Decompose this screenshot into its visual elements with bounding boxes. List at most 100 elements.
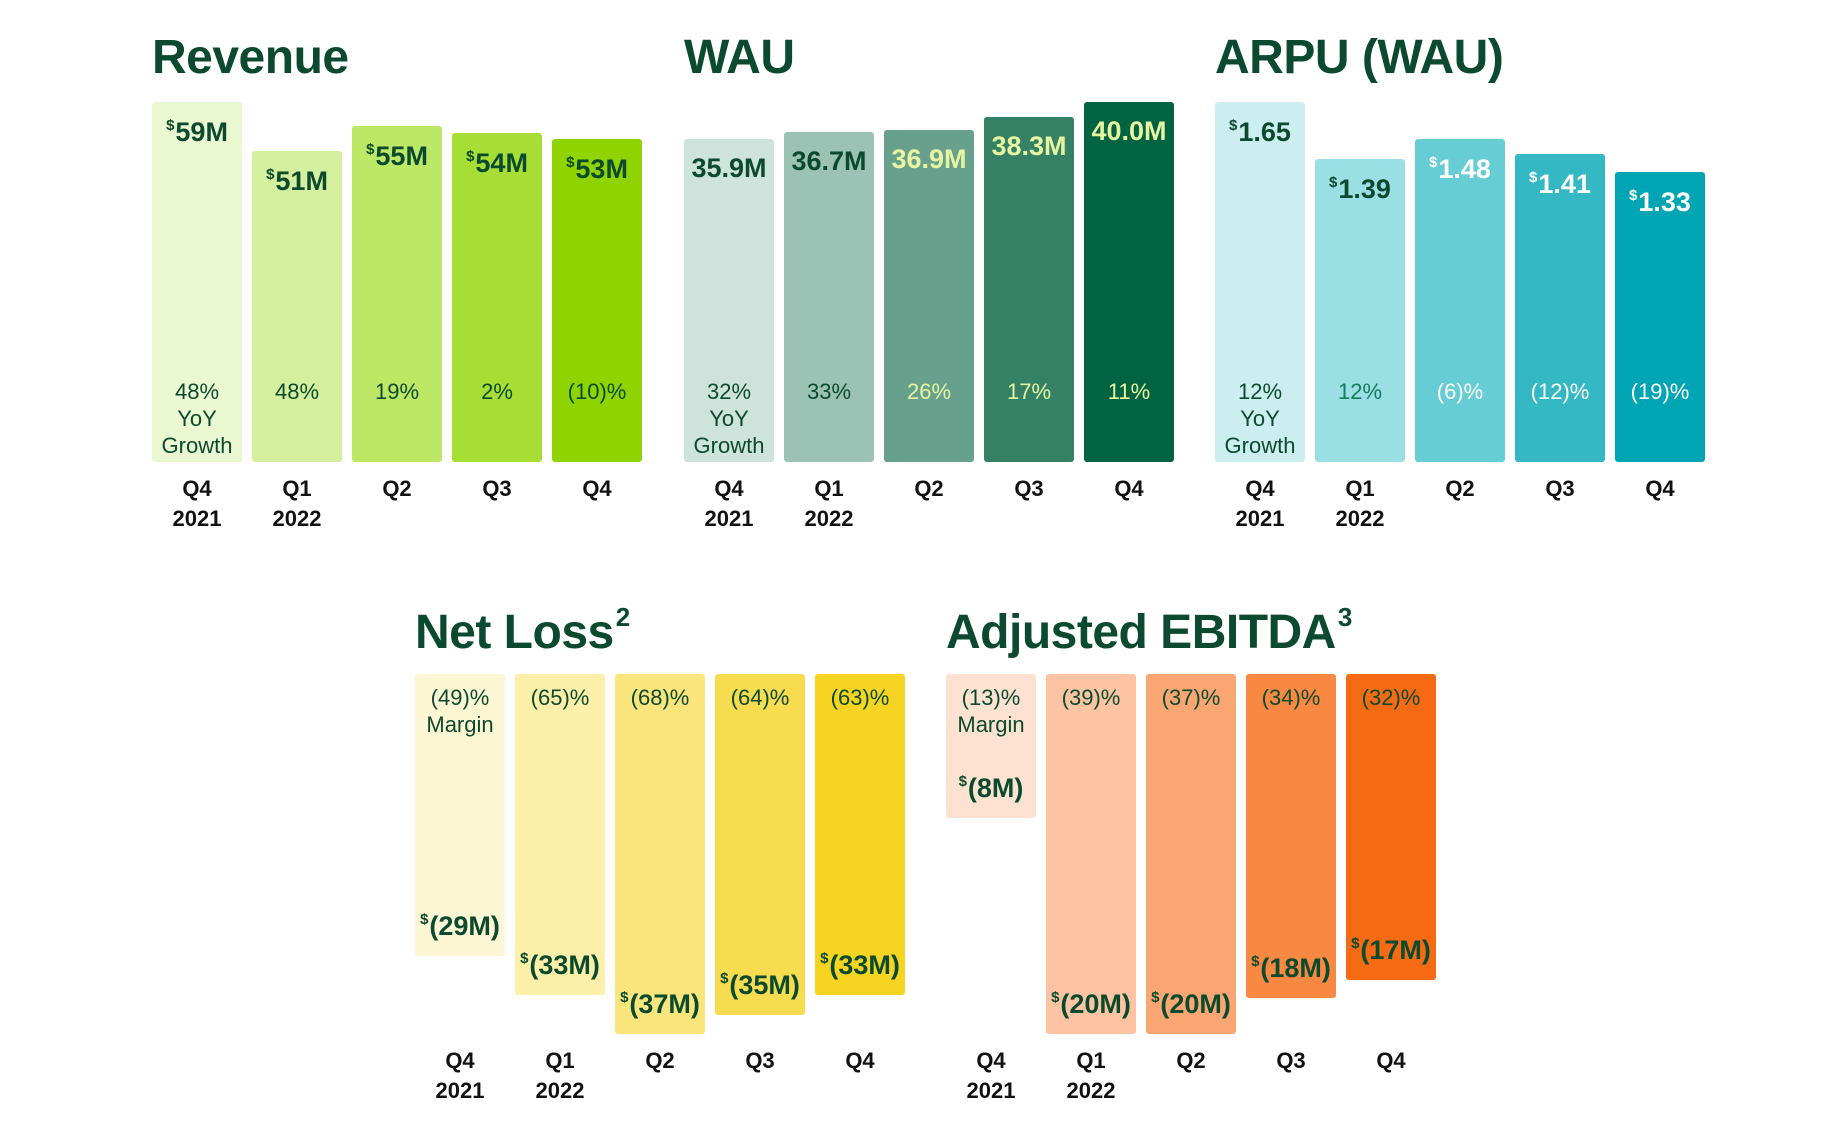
revenue-currency-symbol: $ [166,117,175,134]
wau-tick-label: Q4 2021 [684,474,774,534]
revenue-value-text: 54M [475,148,528,178]
arpu-percent-text: 12% [1337,379,1383,404]
ebitda-tick-label: Q4 [1346,1046,1436,1076]
arpu-tick-line: Q2 [1445,476,1475,501]
netloss-tick-line: Q1 [545,1048,575,1073]
ebitda-value-text: (8M) [967,773,1024,803]
wau-value-label: 35.9M [684,155,774,182]
wau-bar: 36.9M 26% [884,130,974,462]
netloss-bar: $(33M) (63)% [815,674,905,995]
revenue-bar: $59M 48% YoY Growth [152,102,242,462]
revenue-currency-symbol: $ [266,166,275,183]
revenue-percent-sublabel: YoY [177,406,217,431]
arpu-percent-text: (6)% [1436,379,1484,404]
netloss-percent-label: (64)% [715,684,805,711]
ebitda-value-text: (17M) [1360,935,1431,965]
revenue-currency-symbol: $ [566,154,575,171]
netloss-percent-sublabel: Margin [426,712,494,737]
adjusted-ebitda-footnote-marker: 3 [1337,602,1352,632]
revenue-percent-sublabel: Growth [161,433,233,458]
arpu-tick-line: Q4 [1645,476,1675,501]
arpu-percent-text: (19)% [1630,379,1690,404]
revenue-bar: $55M 19% [352,126,442,462]
netloss-tick-line: Q3 [745,1048,775,1073]
revenue-chart-area: $59M 48% YoY Growth Q4 2021 $51M 48% Q1 2022 $55M 1… [152,102,652,542]
arpu-chart-area: $1.65 12% YoY Growth Q4 2021 $1.39 12% Q1 2022 $1.… [1215,102,1715,542]
arpu-tick-label: Q4 2021 [1215,474,1305,534]
wau-value-text: 36.7M [791,146,867,176]
netloss-value-label: $(37M) [615,990,705,1018]
wau-chart-area: 35.9M 32% YoY Growth Q4 2021 36.7M 33% Q1 2022 36.… [684,102,1184,542]
ebitda-bar: $(20M) (39)% [1046,674,1136,1034]
revenue-tick-line: 2021 [172,506,222,531]
netloss-value-label: $(33M) [815,951,905,979]
wau-value-label: 36.7M [784,148,874,175]
ebitda-tick-line: Q4 [1376,1048,1406,1073]
net-loss-footnote-marker: 2 [615,602,630,632]
arpu-value-text: 1.39 [1338,174,1391,204]
revenue-percent-text: 2% [481,379,513,404]
ebitda-tick-label: Q3 [1246,1046,1336,1076]
revenue-percent-label: 48% YoY Growth [152,378,242,459]
revenue-tick-label: Q3 [452,474,542,504]
revenue-tick-line: Q4 [582,476,612,501]
ebitda-percent-label: (37)% [1146,684,1236,711]
ebitda-percent-text: (39)% [1061,685,1121,710]
revenue-percent-label: 48% [252,378,342,405]
netloss-value-label: $(33M) [515,951,605,979]
ebitda-percent-text: (13)% [961,685,1021,710]
wau-percent-label: 17% [984,378,1074,405]
revenue-percent-text: (10)% [567,379,627,404]
arpu-bar: $1.39 12% [1315,159,1405,462]
netloss-value-label: $(29M) [415,912,505,940]
ebitda-currency-symbol: $ [1151,989,1160,1006]
netloss-value-text: (37M) [629,989,700,1019]
wau-value-label: 40.0M [1084,118,1174,145]
net-loss-panel: Net Loss2 $(29M) (49)% Margin Q4 2021 $(33M)(… [415,602,915,1122]
netloss-currency-symbol: $ [620,989,629,1006]
netloss-bar: $(35M) (64)% [715,674,805,1015]
wau-value-text: 38.3M [991,131,1067,161]
ebitda-value-text: (20M) [1160,989,1231,1019]
revenue-tick-line: Q3 [482,476,512,501]
wau-percent-text: 11% [1107,379,1151,404]
wau-percent-sublabel: YoY [709,406,749,431]
wau-value-text: 35.9M [691,153,767,183]
wau-tick-label: Q3 [984,474,1074,504]
wau-percent-text: 33% [806,379,852,404]
arpu-title: ARPU (WAU) [1215,31,1504,84]
netloss-bar: $(37M) (68)% [615,674,705,1034]
netloss-currency-symbol: $ [520,950,529,967]
ebitda-bar: $(8M) (13)% Margin [946,674,1036,818]
ebitda-currency-symbol: $ [1051,989,1060,1006]
revenue-bar: $51M 48% [252,151,342,462]
revenue-panel: Revenue $59M 48% YoY Growth Q4 2021 $51M 48% Q1 2… [152,30,652,550]
ebitda-currency-symbol: $ [1251,953,1260,970]
arpu-tick-line: Q1 [1345,476,1375,501]
wau-tick-line: 2021 [704,506,754,531]
wau-bar: 35.9M 32% YoY Growth [684,139,774,462]
arpu-percent-text: (12)% [1530,379,1590,404]
revenue-value-label: $55M [352,142,442,170]
revenue-percent-label: 19% [352,378,442,405]
ebitda-value-label: $(17M) [1346,936,1436,964]
arpu-percent-label: (19)% [1615,378,1705,405]
revenue-tick-line: Q2 [382,476,412,501]
ebitda-value-text: (20M) [1060,989,1131,1019]
arpu-bar: $1.65 12% YoY Growth [1215,102,1305,462]
wau-tick-label: Q4 [1084,474,1174,504]
revenue-tick-line: 2022 [272,506,322,531]
arpu-value-text: 1.33 [1638,187,1691,217]
arpu-bar: $1.41 (12)% [1515,154,1605,462]
netloss-currency-symbol: $ [720,970,729,987]
wau-bar: 36.7M 33% [784,132,874,462]
netloss-value-text: (35M) [729,970,800,1000]
arpu-value-label: $1.48 [1415,155,1505,183]
net-loss-title: Net Loss2 [415,602,630,659]
wau-title: WAU [684,31,795,84]
revenue-percent-text: 48% [274,379,320,404]
ebitda-tick-line: Q4 [976,1048,1006,1073]
wau-tick-label: Q1 2022 [784,474,874,534]
ebitda-value-label: $(8M) [946,774,1036,802]
arpu-currency-symbol: $ [1429,154,1438,171]
